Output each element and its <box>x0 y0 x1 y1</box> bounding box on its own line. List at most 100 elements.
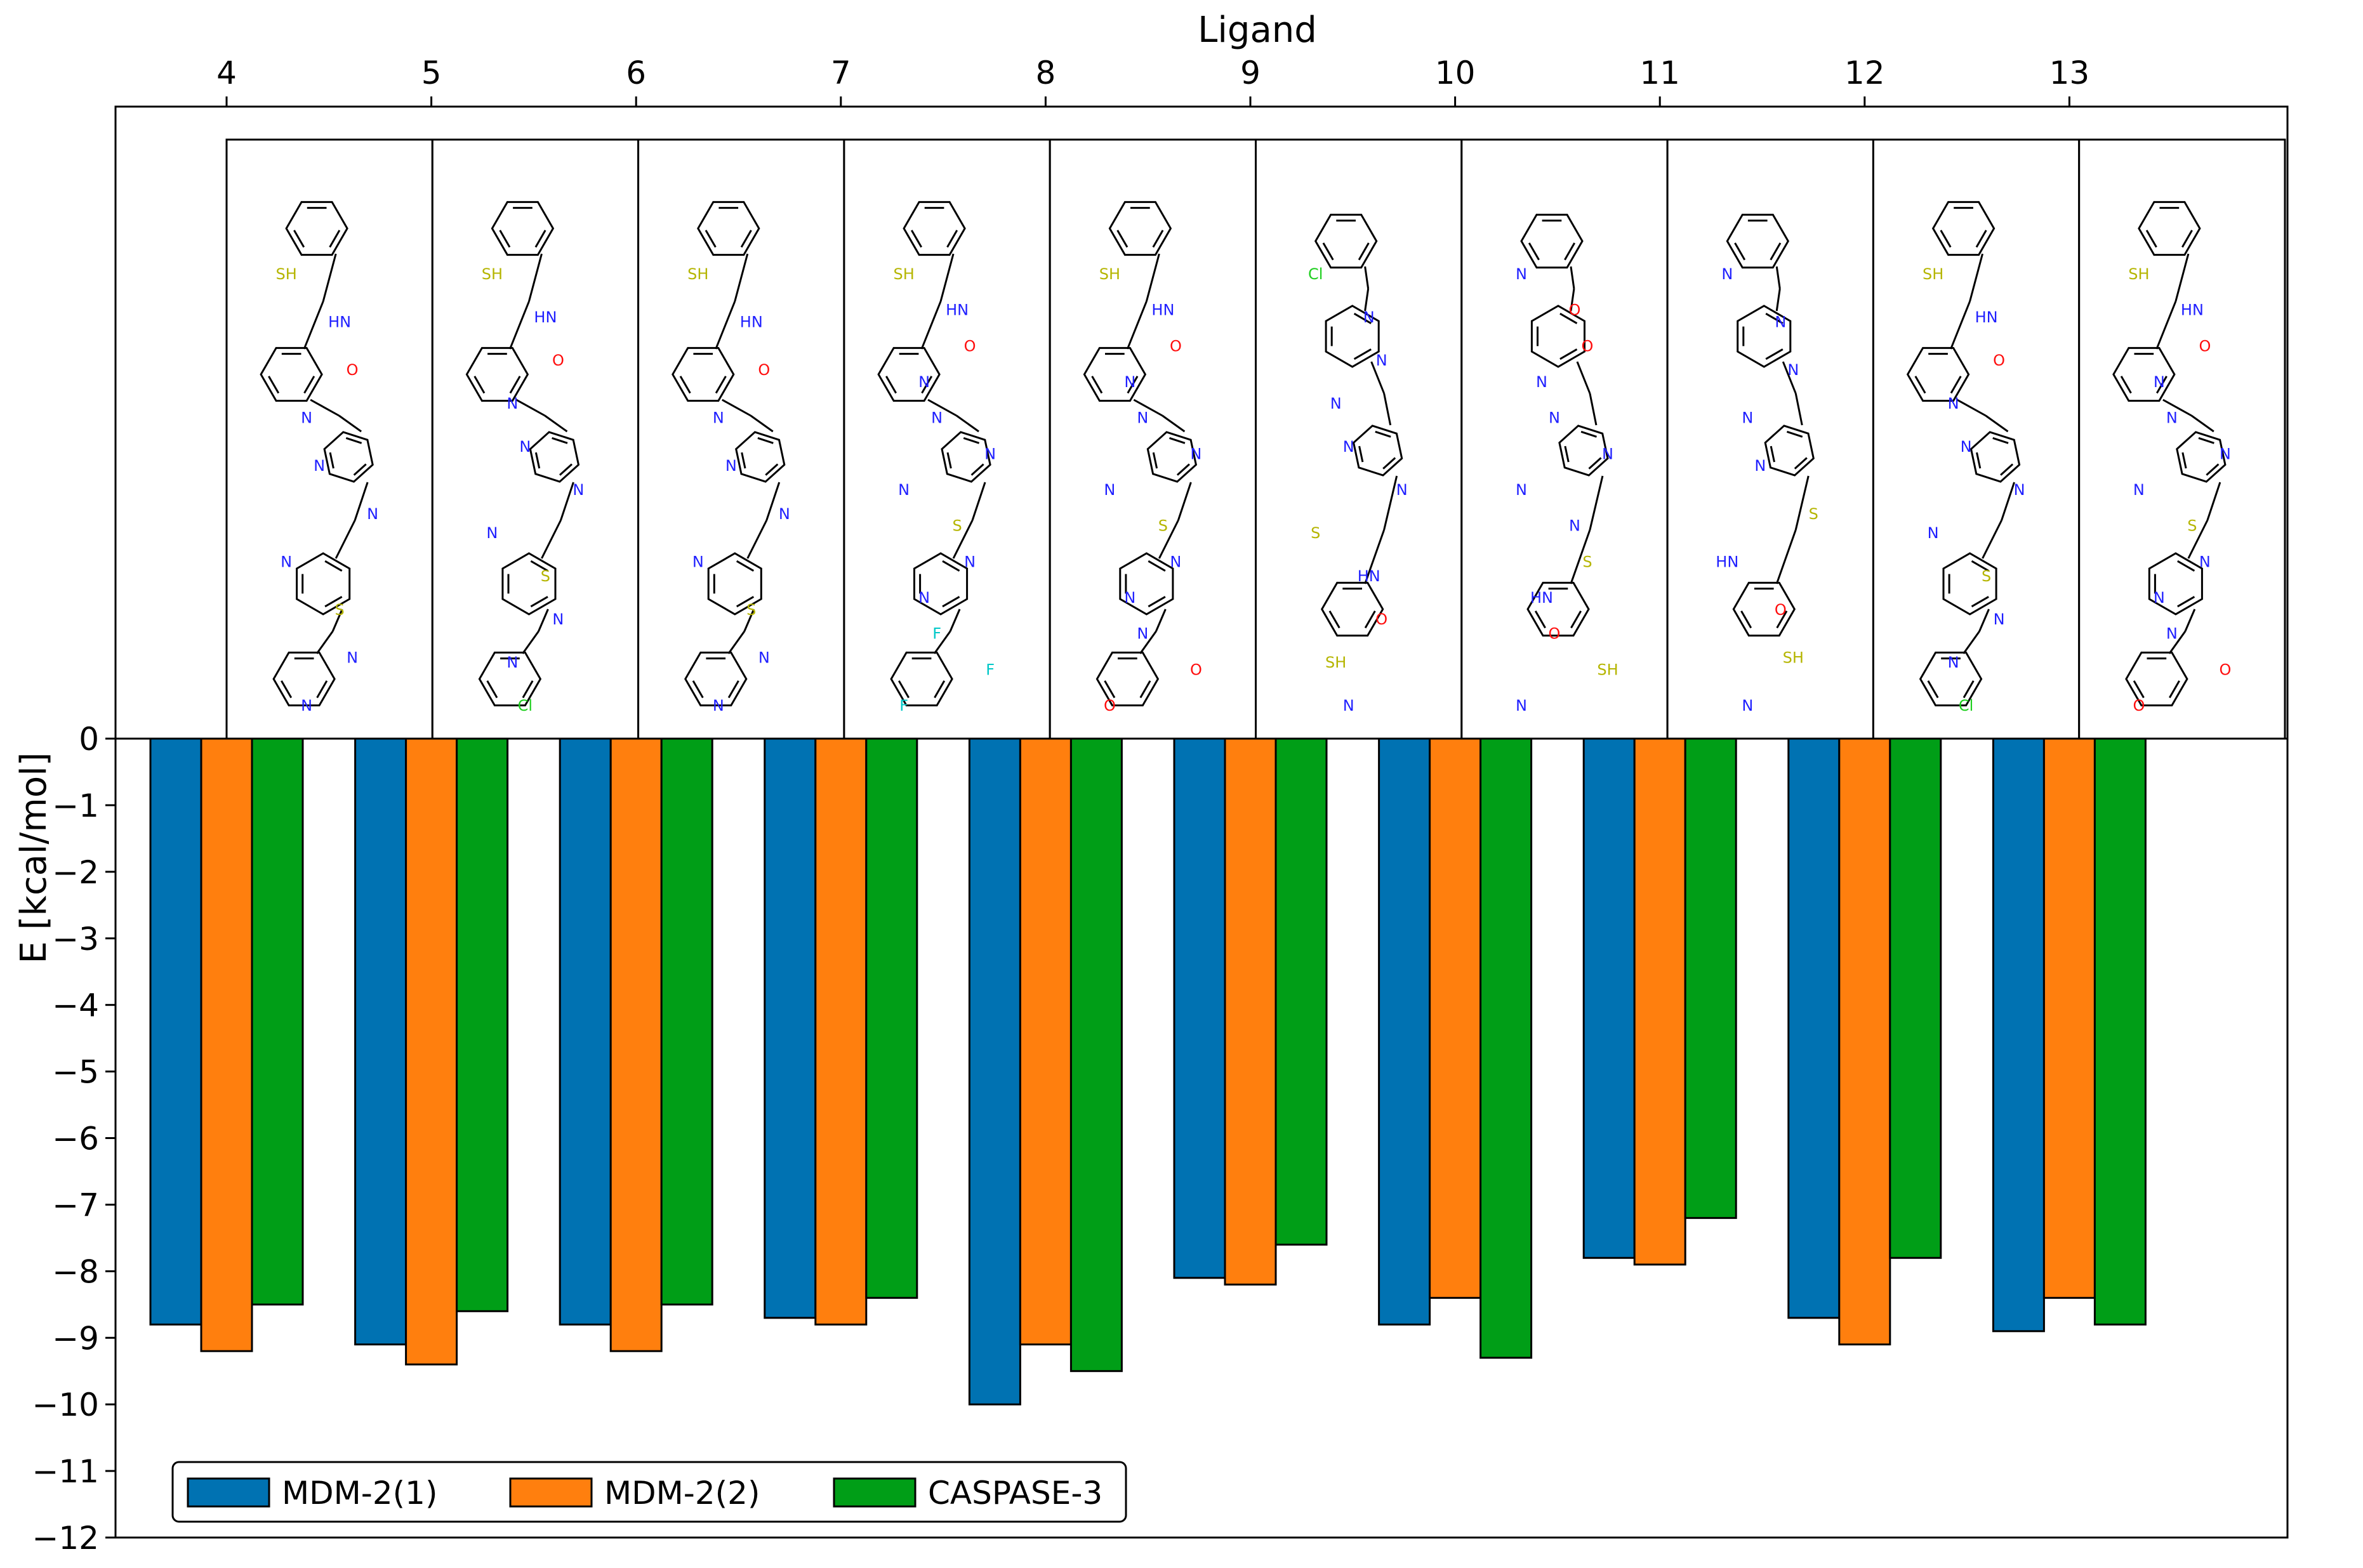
ring-bond <box>697 201 760 256</box>
ring-double-bond <box>1104 680 1116 699</box>
bond <box>765 482 781 521</box>
atom-label: N <box>1330 395 1342 412</box>
ring-double-bond <box>2177 596 2195 608</box>
atom-label: N <box>1775 313 1786 331</box>
ring-double-bond <box>1559 312 1578 324</box>
bond <box>952 520 974 559</box>
atom-label: N <box>1516 697 1527 715</box>
atom-label: N <box>779 505 790 523</box>
ring-bond <box>1906 346 1970 402</box>
atom-label: Cl <box>1959 697 1973 715</box>
atom-label: SH <box>2128 265 2149 283</box>
atom-label: N <box>2133 481 2145 499</box>
bond <box>1158 520 1179 559</box>
atom-label: HN <box>328 313 351 331</box>
atom-label: HN <box>1358 567 1380 585</box>
bar-group <box>149 737 2147 1406</box>
ring-double-bond <box>1322 242 1334 261</box>
bond <box>949 609 961 632</box>
bond <box>939 253 955 302</box>
ring-double-bond <box>1139 680 1151 699</box>
atom-label: N <box>1376 352 1387 369</box>
bond <box>1126 301 1148 350</box>
atom-label: O <box>1375 610 1387 628</box>
bond <box>1364 288 1370 312</box>
atom-label: O <box>1775 601 1787 619</box>
ring-bond <box>913 552 969 616</box>
bond <box>2168 631 2187 654</box>
atom-label: N <box>367 505 378 523</box>
atom-label: HN <box>1151 301 1174 319</box>
atom-label: N <box>347 649 358 666</box>
atom-label: N <box>1137 409 1148 427</box>
atom-label: SH <box>1099 265 1120 283</box>
ring-double-bond <box>1570 610 1582 629</box>
ring-double-bond <box>1127 376 1139 394</box>
bond <box>1570 529 1591 584</box>
atom-label: N <box>1190 445 1201 463</box>
bond <box>515 399 546 417</box>
atom-label: N <box>692 553 704 570</box>
bond <box>971 482 986 521</box>
y-tick-label: −4 <box>52 987 99 1024</box>
ring-double-bond <box>1963 680 1975 699</box>
atom-label: N <box>1124 589 1135 607</box>
atom-label: N <box>1104 481 1115 499</box>
ring-double-bond <box>2206 463 2220 476</box>
bar-caspase-3-ligand-7 <box>865 737 918 1299</box>
bar-mdm-2-2-ligand-10 <box>1429 737 1482 1299</box>
bond <box>544 414 568 433</box>
atom-label: N <box>1961 438 1972 456</box>
legend-swatch <box>187 1477 270 1508</box>
ring-double-bond <box>2168 680 2180 699</box>
ring-double-bond <box>1971 560 1989 572</box>
x-tick-label: 10 <box>1435 55 1476 91</box>
atom-label: N <box>1787 361 1799 379</box>
ring-bond <box>735 431 786 483</box>
ring-double-bond <box>1353 348 1372 360</box>
structure-panels: SHHNONNNNSNNSHHNONNNNSNNClSHHNONNNNSNNSH… <box>225 138 2286 740</box>
atom-label: N <box>1396 481 1408 499</box>
atom-label: S <box>1158 517 1168 535</box>
ring-double-bond <box>486 680 498 699</box>
y-tick-label: −8 <box>52 1253 99 1290</box>
bond <box>528 253 543 302</box>
atom-label: N <box>301 409 312 427</box>
bond <box>1589 475 1604 530</box>
atom-label: O <box>2199 337 2211 355</box>
atom-label: N <box>1536 373 1547 391</box>
ring-double-bond <box>1971 596 1989 608</box>
bond <box>1162 414 1186 433</box>
y-tick-label: −7 <box>52 1187 99 1223</box>
bar-mdm-2-2-ligand-4 <box>200 737 253 1352</box>
y-tick-label: −10 <box>32 1387 99 1423</box>
y-tick-label: −6 <box>52 1121 99 1157</box>
ring-double-bond <box>1992 437 2009 444</box>
ring-double-bond <box>765 463 779 476</box>
bond <box>1383 393 1392 426</box>
atom-label: N <box>898 481 910 499</box>
ring-bond <box>1969 431 2021 483</box>
bar-mdm-2-1-ligand-5 <box>354 737 407 1346</box>
bar-mdm-2-1-ligand-11 <box>1582 737 1636 1259</box>
bond <box>750 414 774 433</box>
bond <box>1794 393 1803 426</box>
ring-bond <box>529 431 580 483</box>
ring-double-bond <box>534 452 541 469</box>
ring-double-bond <box>740 230 752 248</box>
ring-double-bond <box>522 680 534 699</box>
bar-mdm-2-2-ligand-13 <box>2042 737 2096 1299</box>
y-tick-label: −5 <box>52 1054 99 1091</box>
bar-mdm-2-1-ligand-6 <box>559 737 612 1326</box>
legend-label: CASPASE-3 <box>928 1475 1102 1512</box>
x-tick-label: 6 <box>626 55 646 91</box>
atom-label: HN <box>534 308 557 326</box>
atom-label: N <box>506 654 518 671</box>
x-tick-label: 4 <box>216 55 237 91</box>
atom-label: O <box>964 337 976 355</box>
bond <box>1775 529 1797 584</box>
structure-panel <box>843 138 1051 740</box>
bar-mdm-2-1-ligand-4 <box>149 737 202 1326</box>
